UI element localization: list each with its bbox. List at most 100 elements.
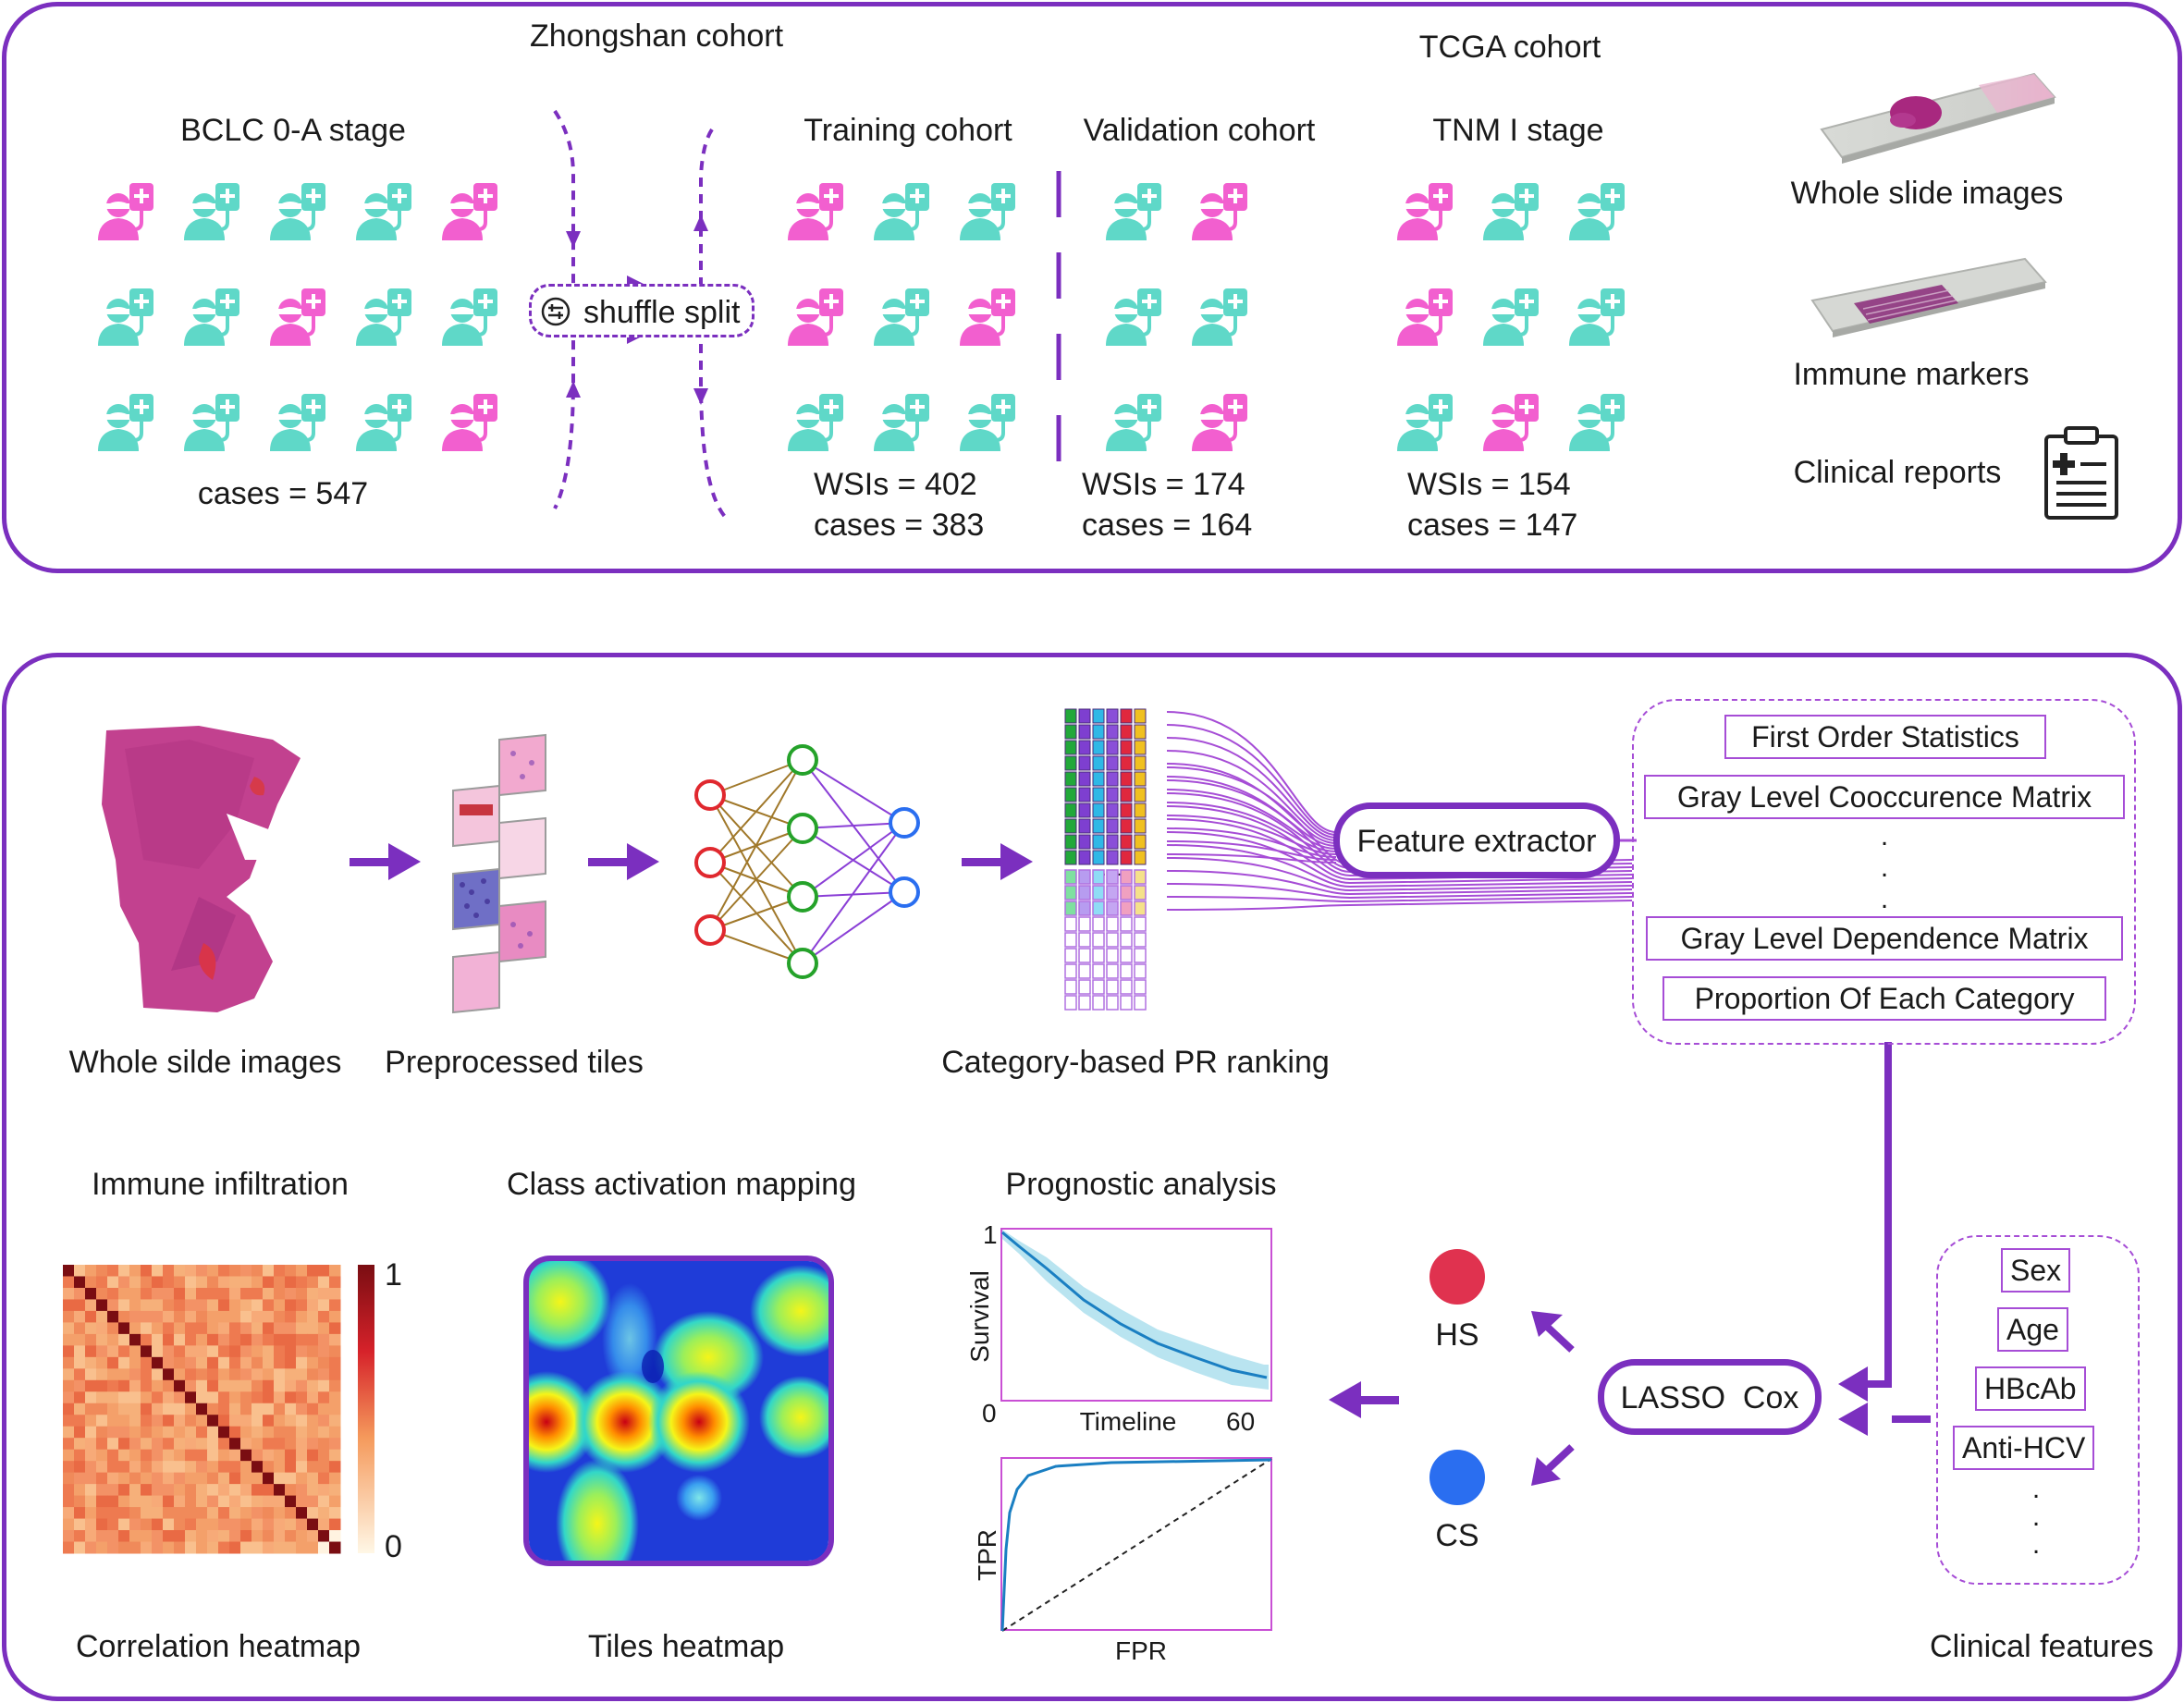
feature-map-cell	[1120, 724, 1133, 740]
heatmap-cell	[129, 1333, 141, 1346]
heatmap-cell	[218, 1438, 230, 1451]
heatmap-cell	[85, 1541, 97, 1554]
feature-map-cell	[1134, 963, 1147, 979]
feature-map-cell	[1064, 916, 1077, 932]
heatmap-cell	[196, 1415, 208, 1427]
heatmap-cell	[107, 1403, 119, 1415]
heatmap-cell	[118, 1322, 130, 1335]
heatmap-cell	[107, 1449, 119, 1462]
heatmap-cell	[74, 1287, 86, 1300]
heatmap-cell	[274, 1472, 286, 1485]
feature-maps-image: ......	[1064, 708, 1147, 1011]
heatmap-cell	[252, 1391, 264, 1404]
heatmap-cell	[63, 1518, 75, 1531]
heatmap-cell	[240, 1276, 252, 1289]
heatmap-cell	[307, 1379, 319, 1392]
heatmap-cell	[329, 1472, 341, 1485]
heatmap-cell	[274, 1541, 286, 1554]
tiles-heatmap	[523, 1256, 834, 1566]
heatmap-cell	[296, 1518, 308, 1531]
heatmap-cell	[152, 1415, 164, 1427]
heatmap-cell	[74, 1472, 86, 1485]
feature-map-cell	[1134, 802, 1147, 818]
heatmap-cell	[196, 1530, 208, 1543]
heatmap-cell	[307, 1426, 319, 1439]
heatmap-cell	[85, 1415, 97, 1427]
heatmap-cell	[85, 1484, 97, 1497]
prognostic-title: Prognostic analysis	[1005, 1167, 1277, 1202]
feature-map-cell	[1078, 916, 1091, 932]
feature-map-cell	[1134, 979, 1147, 995]
heatmap-cell	[141, 1530, 153, 1543]
feature-link-line	[1166, 857, 1633, 892]
heatmap-cell	[107, 1345, 119, 1358]
heatmap-cell	[85, 1379, 97, 1392]
heatmap-cell	[96, 1438, 108, 1451]
heatmap-cell	[307, 1484, 319, 1497]
feature-map-cell	[1092, 885, 1105, 901]
heatmap-cell	[285, 1379, 297, 1392]
clinical-feature-hbcab: HBcAb	[1975, 1366, 2086, 1411]
heatmap-cell	[74, 1438, 86, 1451]
feature-map-cell	[1106, 708, 1119, 724]
heatmap-cell	[307, 1449, 319, 1462]
heatmap-cell	[118, 1415, 130, 1427]
feature-link-line	[1166, 789, 1337, 850]
heatmap-cell	[96, 1391, 108, 1404]
heatmap-cell	[196, 1507, 208, 1520]
heatmap-cell	[318, 1356, 330, 1369]
feature-map-cell	[1120, 979, 1133, 995]
heatmap-cell	[307, 1461, 319, 1474]
heatmap-cell	[174, 1449, 186, 1462]
heatmap-cell	[163, 1310, 175, 1323]
heatmap-cell	[85, 1287, 97, 1300]
heatmap-cell	[63, 1461, 75, 1474]
heatmap-cell	[96, 1276, 108, 1289]
heatmap-cell	[207, 1403, 219, 1415]
clinical-reports-label: Clinical reports	[1793, 455, 2002, 490]
feature-map-cell	[1064, 885, 1077, 901]
heatmap-cell	[240, 1472, 252, 1485]
heatmap-cell	[252, 1403, 264, 1415]
heatmap-cell	[296, 1299, 308, 1312]
heatmap-cell	[207, 1541, 219, 1554]
feature-map-cell	[1092, 869, 1105, 885]
heatmap-cell	[141, 1461, 153, 1474]
feature-map-cell	[1078, 869, 1091, 885]
feature-map-cell	[1134, 755, 1147, 771]
heatmap-cell	[207, 1495, 219, 1508]
heatmap-cell	[96, 1518, 108, 1531]
heatmap-cell	[74, 1403, 86, 1415]
shuffle-split-button[interactable]: shuffle split	[529, 284, 755, 337]
heatmap-cell	[252, 1310, 264, 1323]
heatmap-cell	[163, 1541, 175, 1554]
heatmap-cell	[329, 1310, 341, 1323]
heatmap-cell	[274, 1495, 286, 1508]
heatmap-cell	[163, 1276, 175, 1289]
feature-map-cell	[1064, 755, 1077, 771]
feature-map-cell	[1092, 771, 1105, 787]
heatmap-cell	[229, 1541, 241, 1554]
lasso-cox-node: LASSO Cox	[1598, 1359, 1822, 1435]
heatmap-cell	[229, 1495, 241, 1508]
heatmap-cell	[63, 1415, 75, 1427]
heatmap-cell	[285, 1322, 297, 1335]
heatmap-cell	[318, 1438, 330, 1451]
ranking-caption: Category-based PR ranking	[941, 1045, 1330, 1080]
heatmap-cell	[229, 1379, 241, 1392]
heatmap-cell	[129, 1403, 141, 1415]
heatmap-cell	[129, 1415, 141, 1427]
heatmap-cell	[107, 1322, 119, 1335]
heatmap-cell	[263, 1472, 275, 1485]
heatmap-cell	[252, 1333, 264, 1346]
colorbar-max-label: 1	[385, 1257, 402, 1293]
nn-input-node	[694, 779, 726, 811]
heatmap-cell	[152, 1322, 164, 1335]
heatmap-cell	[185, 1333, 197, 1346]
feature-map-cell	[1120, 885, 1133, 901]
heatmap-cell	[318, 1310, 330, 1323]
heatmap-cell	[263, 1438, 275, 1451]
heatmap-cell	[207, 1518, 219, 1531]
heatmap-cell	[296, 1265, 308, 1277]
heatmap-cell	[118, 1356, 130, 1369]
